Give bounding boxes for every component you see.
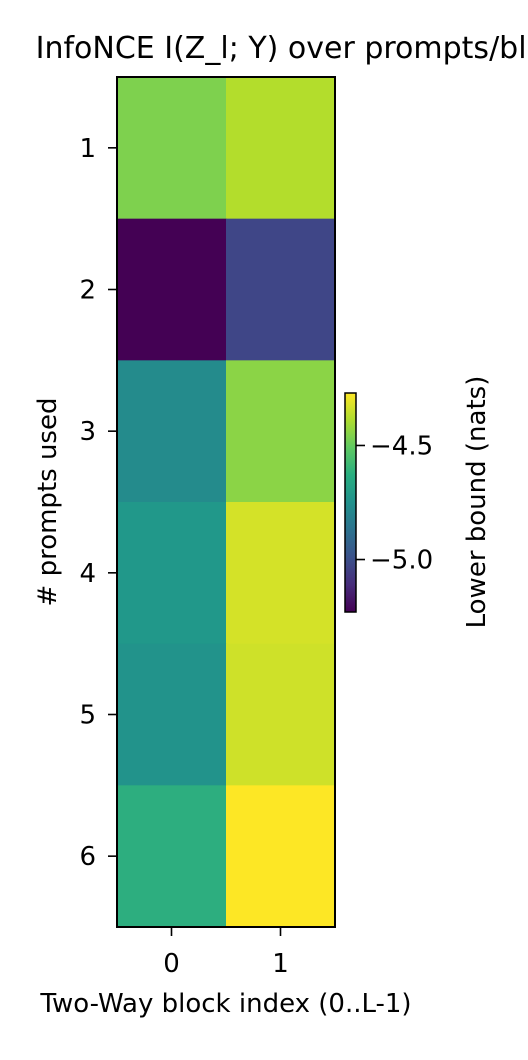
heatmap-cell-r2-c0	[117, 218, 227, 361]
colorbar-tick-label: −5.0	[370, 546, 433, 576]
heatmap-cell-r3-c1	[226, 360, 336, 503]
axis-ticks: 0 1 1 2 3 4 5 6	[79, 134, 288, 979]
colorbar-label: Lower bound (nats)	[462, 376, 492, 629]
heatmap-cell-r5-c1	[226, 643, 336, 786]
heatmap-cells	[117, 77, 336, 928]
y-tick-label: 1	[79, 134, 96, 164]
heatmap-cell-r2-c1	[226, 218, 336, 361]
y-tick-label: 3	[79, 417, 96, 447]
x-tick-label: 0	[163, 949, 180, 979]
y-tick-label: 2	[79, 276, 96, 306]
y-tick-label: 5	[79, 701, 96, 731]
colorbar-ticks: −5.0 −4.5	[356, 431, 433, 576]
heatmap-cell-r6-c0	[117, 785, 227, 928]
x-axis-label: Two-Way block index (0..L-1)	[39, 989, 411, 1019]
y-tick-label: 4	[79, 559, 96, 589]
heatmap-cell-r1-c0	[117, 77, 227, 220]
heatmap-cell-r3-c0	[117, 360, 227, 503]
heatmap-cell-r1-c1	[226, 77, 336, 220]
y-axis-label: # prompts used	[33, 398, 63, 607]
colorbar-tick-label: −4.5	[370, 431, 433, 461]
x-tick-label: 1	[272, 949, 289, 979]
heatmap-cell-r4-c1	[226, 502, 336, 645]
y-tick-label: 6	[79, 842, 96, 872]
heatmap-cell-r5-c0	[117, 643, 227, 786]
colorbar	[344, 392, 357, 613]
chart-title: InfoNCE I(Z_l; Y) over prompts/blocks	[36, 31, 528, 66]
plot-frame	[116, 76, 336, 928]
heatmap-cell-r4-c0	[117, 502, 227, 645]
heatmap-cell-r6-c1	[226, 785, 336, 928]
